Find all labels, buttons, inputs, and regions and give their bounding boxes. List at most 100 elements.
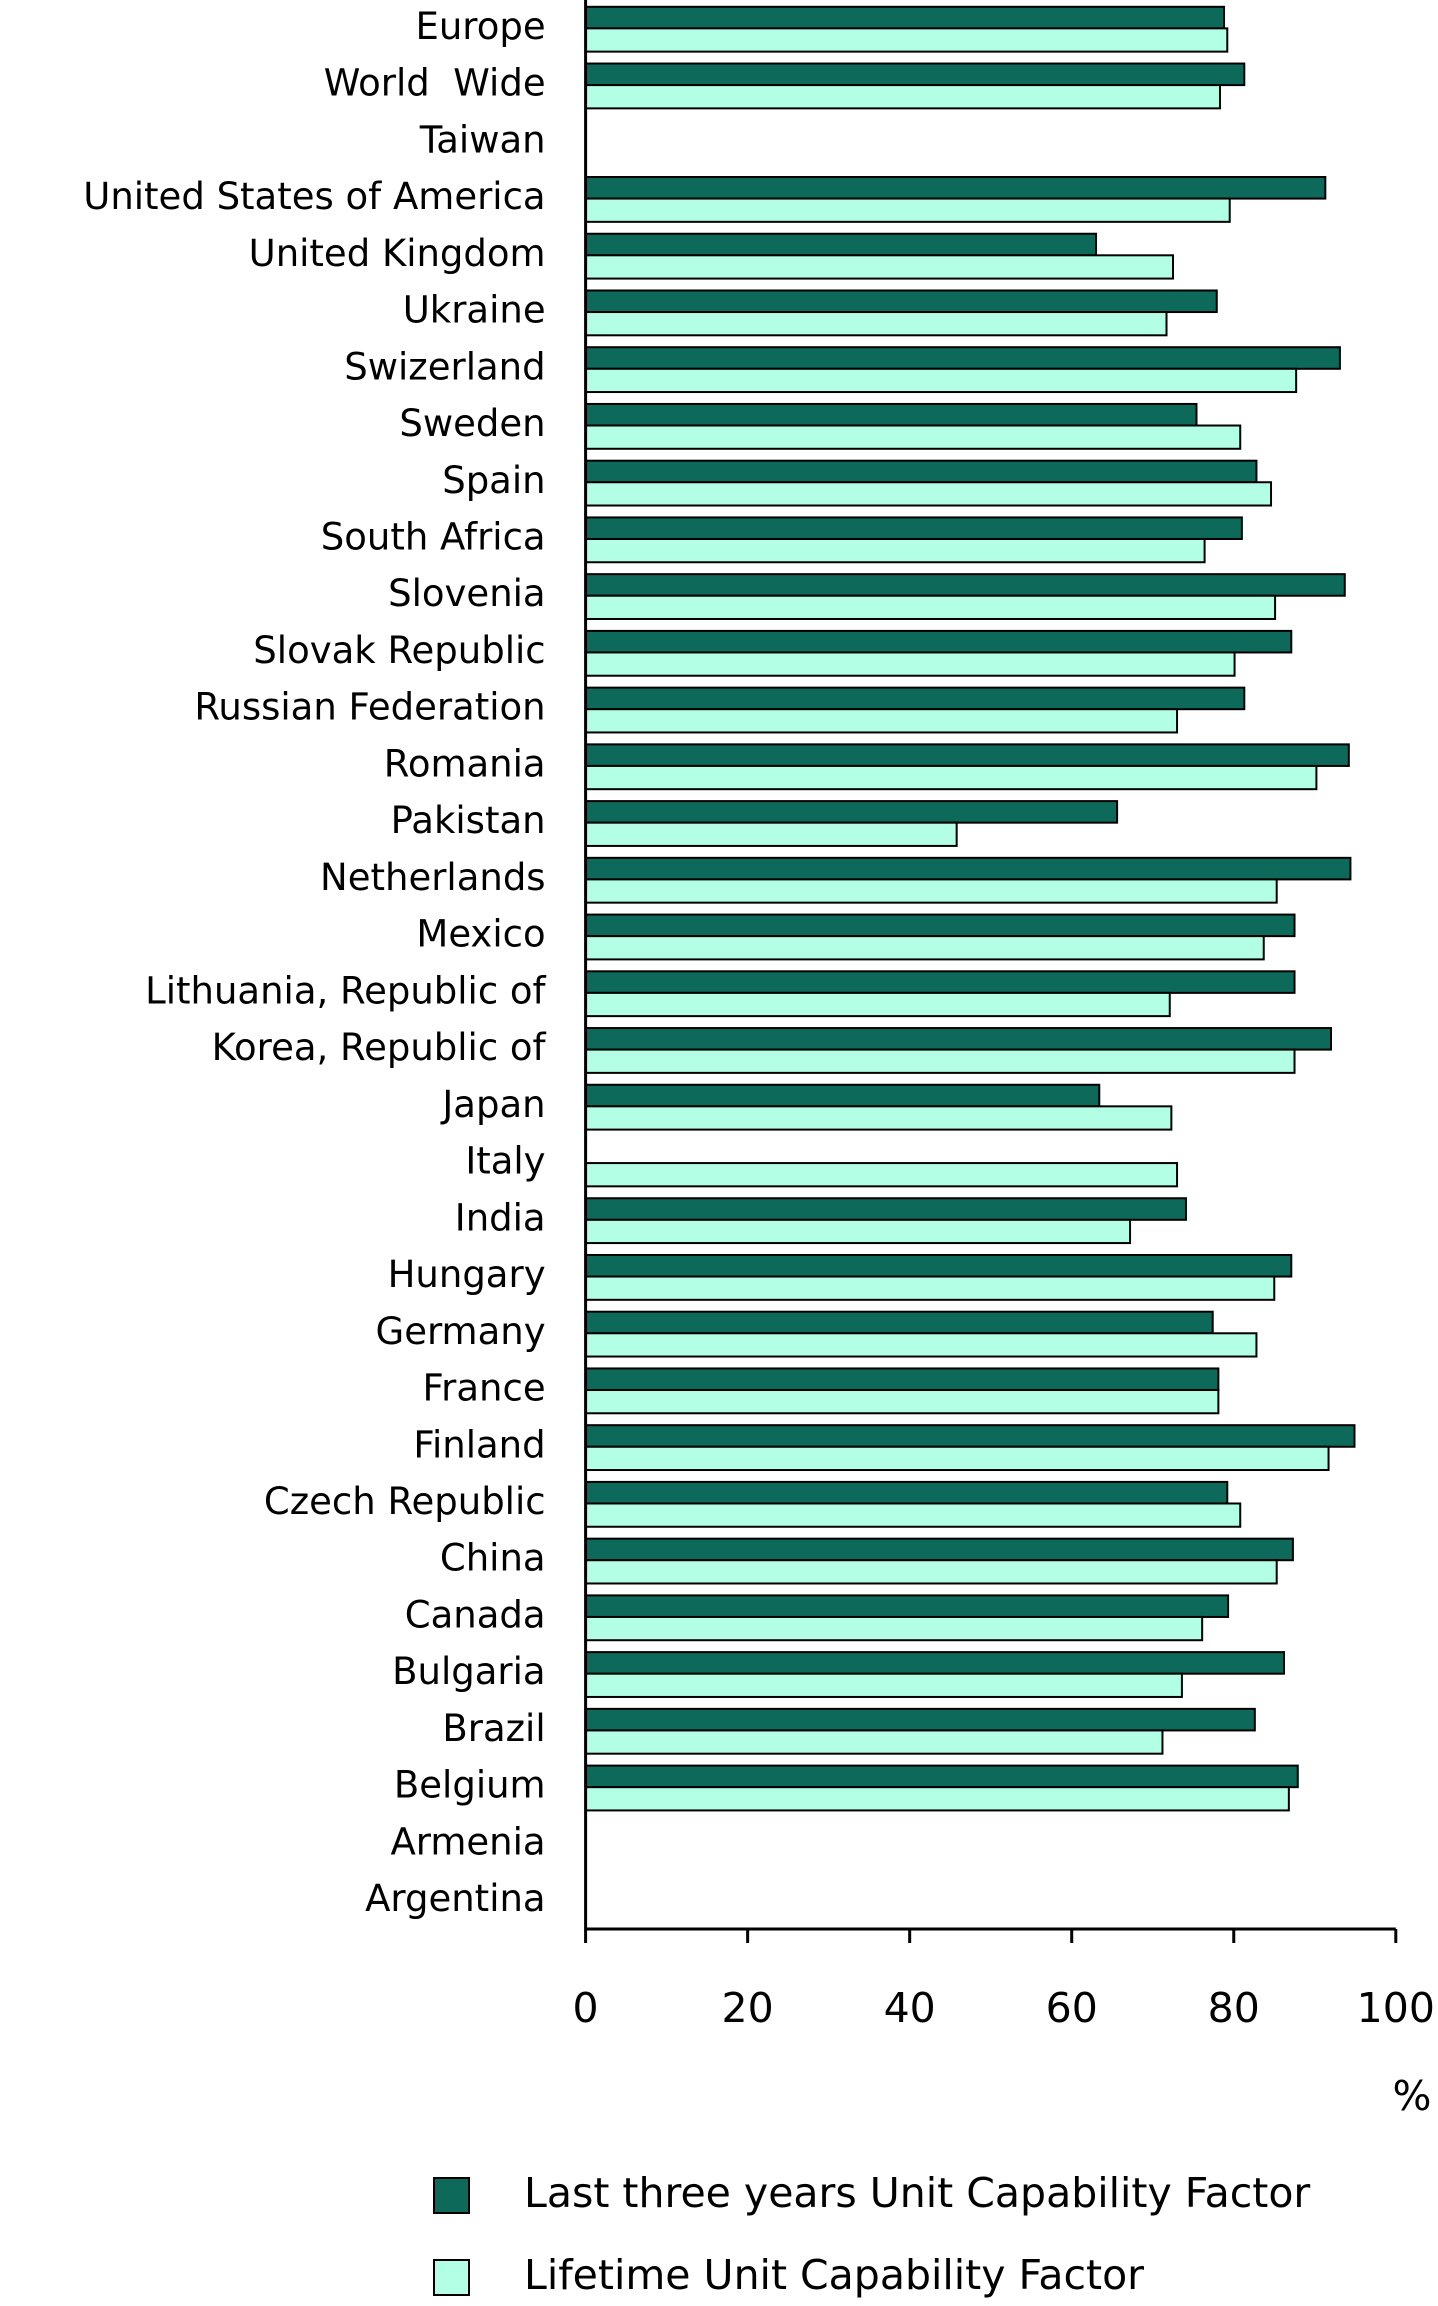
bar bbox=[584, 708, 1179, 734]
y-tick-label: China bbox=[440, 1537, 546, 1580]
bar bbox=[584, 651, 1236, 677]
y-tick-label: Hungary bbox=[388, 1253, 546, 1296]
bar bbox=[584, 594, 1277, 620]
bar bbox=[584, 629, 1293, 654]
bar bbox=[584, 27, 1229, 53]
bar bbox=[584, 254, 1174, 280]
bar bbox=[584, 516, 1243, 540]
bar bbox=[584, 573, 1346, 597]
y-tick-label: Pakistan bbox=[391, 799, 546, 842]
bar bbox=[584, 1786, 1290, 1812]
legend-swatch bbox=[433, 2177, 470, 2214]
bar bbox=[584, 459, 1258, 484]
bar bbox=[584, 686, 1246, 711]
bar bbox=[584, 991, 1171, 1018]
bar bbox=[584, 1424, 1356, 1448]
y-tick-label: United Kingdom bbox=[249, 232, 546, 275]
bar bbox=[584, 1197, 1187, 1221]
y-tick-label: Russian Federation bbox=[194, 686, 545, 729]
y-tick-label: Brazil bbox=[442, 1707, 545, 1750]
bar bbox=[584, 1707, 1256, 1732]
bar bbox=[584, 1332, 1258, 1358]
y-tick-label: Europe bbox=[415, 5, 545, 48]
bar bbox=[584, 1083, 1101, 1108]
bar bbox=[584, 1594, 1230, 1618]
bar bbox=[584, 424, 1242, 450]
bar bbox=[584, 1672, 1183, 1698]
y-tick-label: Spain bbox=[442, 459, 545, 502]
y-tick-label: Bulgaria bbox=[392, 1650, 545, 1693]
bar bbox=[584, 1275, 1276, 1301]
bar bbox=[584, 800, 1119, 824]
y-tick-label: Swizerland bbox=[344, 345, 545, 388]
x-axis-label: % bbox=[1393, 2072, 1432, 2120]
bar bbox=[584, 84, 1221, 110]
bar bbox=[584, 62, 1246, 87]
y-tick-label: Italy bbox=[465, 1140, 545, 1183]
bar bbox=[584, 197, 1231, 223]
bar bbox=[584, 913, 1296, 938]
bar bbox=[584, 1367, 1220, 1392]
y-tick-label: Armenia bbox=[391, 1820, 546, 1863]
bar bbox=[584, 289, 1218, 314]
bar bbox=[584, 878, 1278, 904]
bar bbox=[584, 1480, 1229, 1505]
x-tick-label: 40 bbox=[884, 1984, 936, 2032]
y-tick-label: Czech Republic bbox=[264, 1480, 546, 1523]
y-tick-label: United States of America bbox=[83, 175, 545, 218]
bar bbox=[584, 1651, 1285, 1675]
y-tick-label: Netherlands bbox=[320, 856, 546, 899]
y-tick-label: South Africa bbox=[321, 515, 546, 558]
bar bbox=[584, 1027, 1332, 1051]
y-tick-label: France bbox=[423, 1367, 546, 1410]
y-tick-label: Japan bbox=[440, 1083, 545, 1126]
bar bbox=[584, 970, 1296, 994]
y-tick-label: Sweden bbox=[399, 402, 545, 445]
y-tick-label: Belgium bbox=[394, 1764, 546, 1807]
legend-label: Last three years Unit Capability Factor bbox=[524, 2169, 1310, 2217]
bar bbox=[584, 402, 1198, 427]
y-tick-label: Korea, Republic of bbox=[212, 1026, 547, 1069]
x-tick-label: 60 bbox=[1046, 1984, 1098, 2032]
bar bbox=[584, 935, 1265, 961]
bar bbox=[584, 1162, 1179, 1188]
bar bbox=[584, 1537, 1294, 1562]
bar bbox=[584, 1389, 1220, 1415]
bar bbox=[584, 1502, 1242, 1528]
legend-swatch bbox=[433, 2259, 470, 2296]
bar bbox=[584, 1218, 1132, 1245]
y-tick-label: Slovenia bbox=[388, 572, 545, 615]
bar bbox=[584, 481, 1273, 507]
bar bbox=[584, 764, 1318, 791]
bar bbox=[584, 1253, 1293, 1278]
bar bbox=[584, 1048, 1296, 1074]
bar bbox=[584, 1729, 1164, 1755]
x-tick-label: 100 bbox=[1357, 1984, 1435, 2032]
y-tick-label: India bbox=[455, 1196, 546, 1239]
bar bbox=[584, 176, 1327, 200]
bar bbox=[584, 856, 1352, 881]
y-tick-label: Romania bbox=[384, 742, 546, 785]
x-tick-label: 80 bbox=[1208, 1984, 1260, 2032]
y-tick-label: Lithuania, Republic of bbox=[145, 969, 546, 1012]
y-tick-label: World Wide bbox=[324, 62, 546, 105]
bar bbox=[584, 232, 1098, 257]
x-tick-label: 0 bbox=[573, 1984, 599, 2032]
bar bbox=[584, 537, 1206, 564]
bar bbox=[584, 1764, 1299, 1789]
bar bbox=[584, 5, 1226, 30]
y-tick-label: Germany bbox=[376, 1310, 546, 1353]
bar bbox=[584, 1445, 1330, 1472]
bar bbox=[584, 1105, 1173, 1131]
y-tick-label: Mexico bbox=[416, 913, 545, 956]
bar bbox=[584, 1310, 1214, 1335]
legend-label: Lifetime Unit Capability Factor bbox=[524, 2251, 1144, 2299]
bar bbox=[584, 1559, 1278, 1585]
bar bbox=[584, 1615, 1204, 1642]
bar bbox=[584, 311, 1168, 337]
y-tick-label: Taiwan bbox=[419, 118, 546, 161]
bar bbox=[584, 821, 958, 847]
x-tick-label: 20 bbox=[722, 1984, 774, 2032]
